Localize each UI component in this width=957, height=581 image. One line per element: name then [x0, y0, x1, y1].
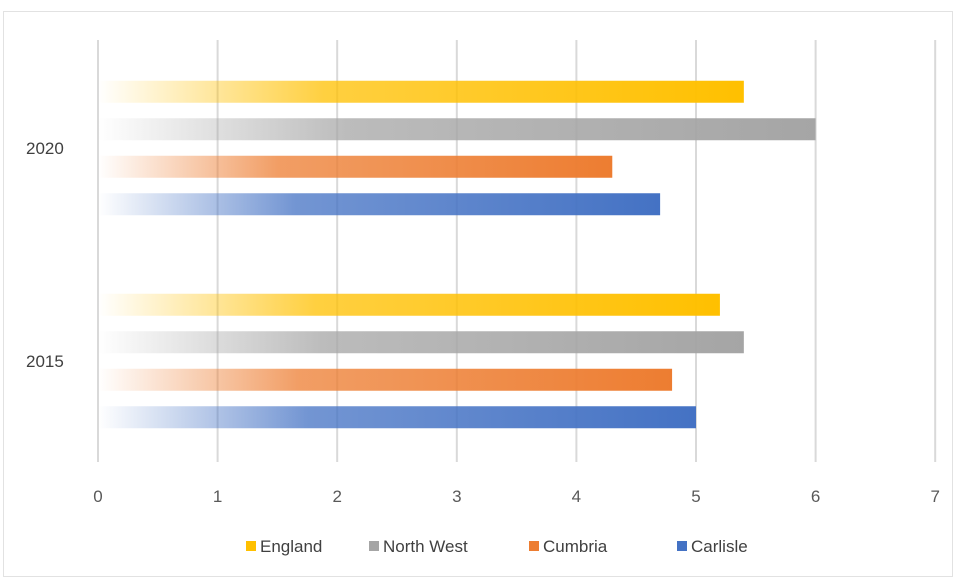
- x-tick-label: 4: [572, 487, 581, 506]
- x-axis-tick-labels: 0 1 2 3 4 5 6 7: [93, 487, 940, 506]
- bar-north-west-2020: [98, 118, 816, 141]
- bar-carlisle-2020: [98, 193, 661, 216]
- bar-cumbria-2015: [98, 368, 673, 391]
- bar-north-west-2015: [98, 331, 744, 354]
- y-category-label: 2015: [26, 352, 64, 371]
- gridlines: [97, 40, 937, 462]
- y-category-label: 2020: [26, 139, 64, 158]
- legend-label-cumbria: Cumbria: [543, 537, 608, 556]
- legend-swatch-carlisle: [677, 541, 687, 551]
- bar-england-2020: [98, 80, 744, 103]
- legend-swatch-north-west: [369, 541, 379, 551]
- legend-label-carlisle: Carlisle: [691, 537, 748, 556]
- x-tick-label: 5: [691, 487, 700, 506]
- x-tick-label: 3: [452, 487, 461, 506]
- x-tick-label: 2: [332, 487, 341, 506]
- bar-england-2015: [98, 293, 720, 316]
- y-axis-category-labels: 2015 2020: [26, 139, 64, 371]
- bars: [98, 80, 816, 429]
- legend-swatch-england: [246, 541, 256, 551]
- legend-label-england: England: [260, 537, 322, 556]
- legend-label-north-west: North West: [383, 537, 468, 556]
- x-tick-label: 0: [93, 487, 102, 506]
- bar-carlisle-2015: [98, 406, 696, 429]
- x-tick-label: 7: [930, 487, 939, 506]
- x-tick-label: 1: [213, 487, 222, 506]
- x-tick-label: 6: [811, 487, 820, 506]
- bar-cumbria-2020: [98, 155, 613, 178]
- legend-swatch-cumbria: [529, 541, 539, 551]
- legend: England North West Cumbria Carlisle: [246, 537, 748, 556]
